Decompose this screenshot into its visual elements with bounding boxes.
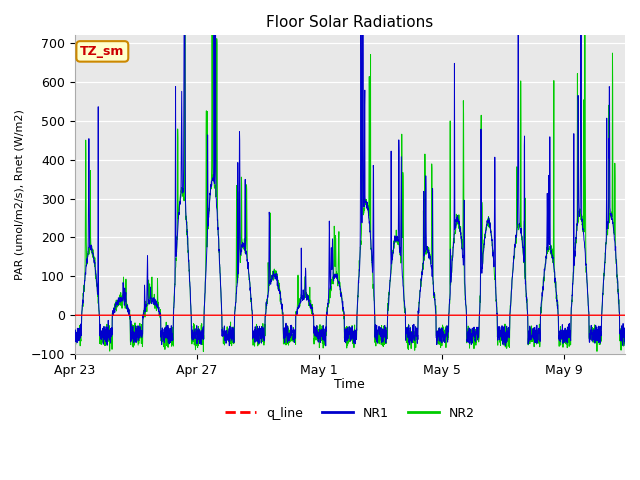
q_line (157, 312, 165, 318)
q_line (71, 312, 79, 318)
NR1 (193, 331, 200, 337)
NR1 (71, 338, 79, 344)
NR2 (550, 269, 558, 275)
Line: NR1: NR1 (75, 0, 625, 346)
Title: Floor Solar Radiations: Floor Solar Radiations (266, 15, 433, 30)
NR2 (157, 338, 165, 344)
NR1 (367, 247, 375, 252)
NR1 (621, 342, 629, 348)
Y-axis label: PAR (umol/m2/s), Rnet (W/m2): PAR (umol/m2/s), Rnet (W/m2) (15, 109, 25, 280)
NR2 (271, 272, 278, 278)
q_line (367, 312, 375, 318)
NR1 (157, 330, 165, 336)
NR2 (71, 335, 79, 340)
q_line (193, 312, 200, 318)
NR2 (200, 348, 207, 354)
NR2 (621, 342, 629, 348)
q_line (124, 312, 132, 318)
q_line (550, 312, 557, 318)
NR1 (271, 271, 278, 277)
q_line (621, 312, 629, 318)
NR1 (550, 266, 558, 272)
NR2 (193, 339, 200, 345)
Text: TZ_sm: TZ_sm (80, 45, 125, 58)
Legend: q_line, NR1, NR2: q_line, NR1, NR2 (220, 402, 480, 425)
NR2 (124, 308, 132, 313)
Line: NR2: NR2 (75, 0, 625, 351)
q_line (271, 312, 278, 318)
X-axis label: Time: Time (335, 378, 365, 391)
NR1 (322, 343, 330, 349)
NR1 (124, 309, 132, 315)
NR2 (368, 257, 376, 263)
